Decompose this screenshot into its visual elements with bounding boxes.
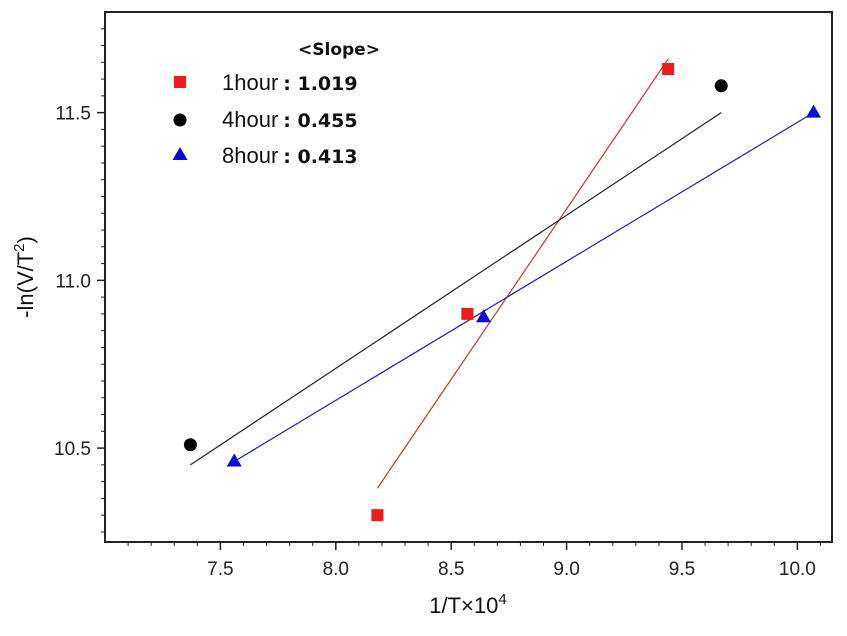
x-tick-label: 10.0 xyxy=(779,559,816,580)
data-point-4hour xyxy=(714,79,728,93)
x-tick-label: 9.0 xyxy=(553,559,579,580)
plot-frame xyxy=(104,11,833,543)
legend-title: <Slope> xyxy=(298,40,380,60)
data-point-8hour xyxy=(806,104,822,118)
legend-label-4hour: 4hour: 0.455 xyxy=(222,107,358,132)
y-tick-label: 11.0 xyxy=(55,271,91,292)
data-point-4hour xyxy=(183,438,197,452)
fit-line-4hour xyxy=(190,112,722,466)
x-tick-label: 9.5 xyxy=(669,559,695,580)
data-point-1hour xyxy=(662,63,675,76)
y-tick-label: 10.5 xyxy=(54,439,91,460)
data-point-1hour xyxy=(461,307,474,320)
data-point-1hour xyxy=(371,509,384,522)
legend-marker-4hour xyxy=(173,113,187,127)
fit-line-8hour xyxy=(233,112,814,463)
legend-label-8hour: 8hour: 0.413 xyxy=(222,143,358,168)
x-tick-label: 7.5 xyxy=(207,559,233,580)
legend: <Slope> 1hour: 1.019 4hour: 0.455 8hour:… xyxy=(172,40,380,168)
legend-label-1hour: 1hour: 1.019 xyxy=(222,70,358,95)
data-point-8hour xyxy=(226,453,242,467)
x-axis-title: 1/T×104 xyxy=(429,591,506,618)
x-tick-label: 8.5 xyxy=(438,559,464,580)
fit-line-1hour xyxy=(376,58,669,489)
legend-marker-8hour xyxy=(172,147,188,160)
x-tick-label: 8.0 xyxy=(323,559,349,580)
y-tick-label: 11.5 xyxy=(55,104,91,125)
data-point-8hour xyxy=(476,309,492,323)
y-axis-title: -ln(V/T2) xyxy=(11,236,38,318)
legend-marker-1hour xyxy=(174,76,186,88)
